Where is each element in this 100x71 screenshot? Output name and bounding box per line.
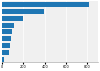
Bar [2,2,90,7]
Bar [2,50,9,55]
Bar [2,36,11,41]
Bar [2,9,44,14]
Bar [2,16,23,21]
Bar [2,57,4,62]
Bar [2,23,14,28]
Bar [2,29,12,35]
Bar [2,43,10,48]
